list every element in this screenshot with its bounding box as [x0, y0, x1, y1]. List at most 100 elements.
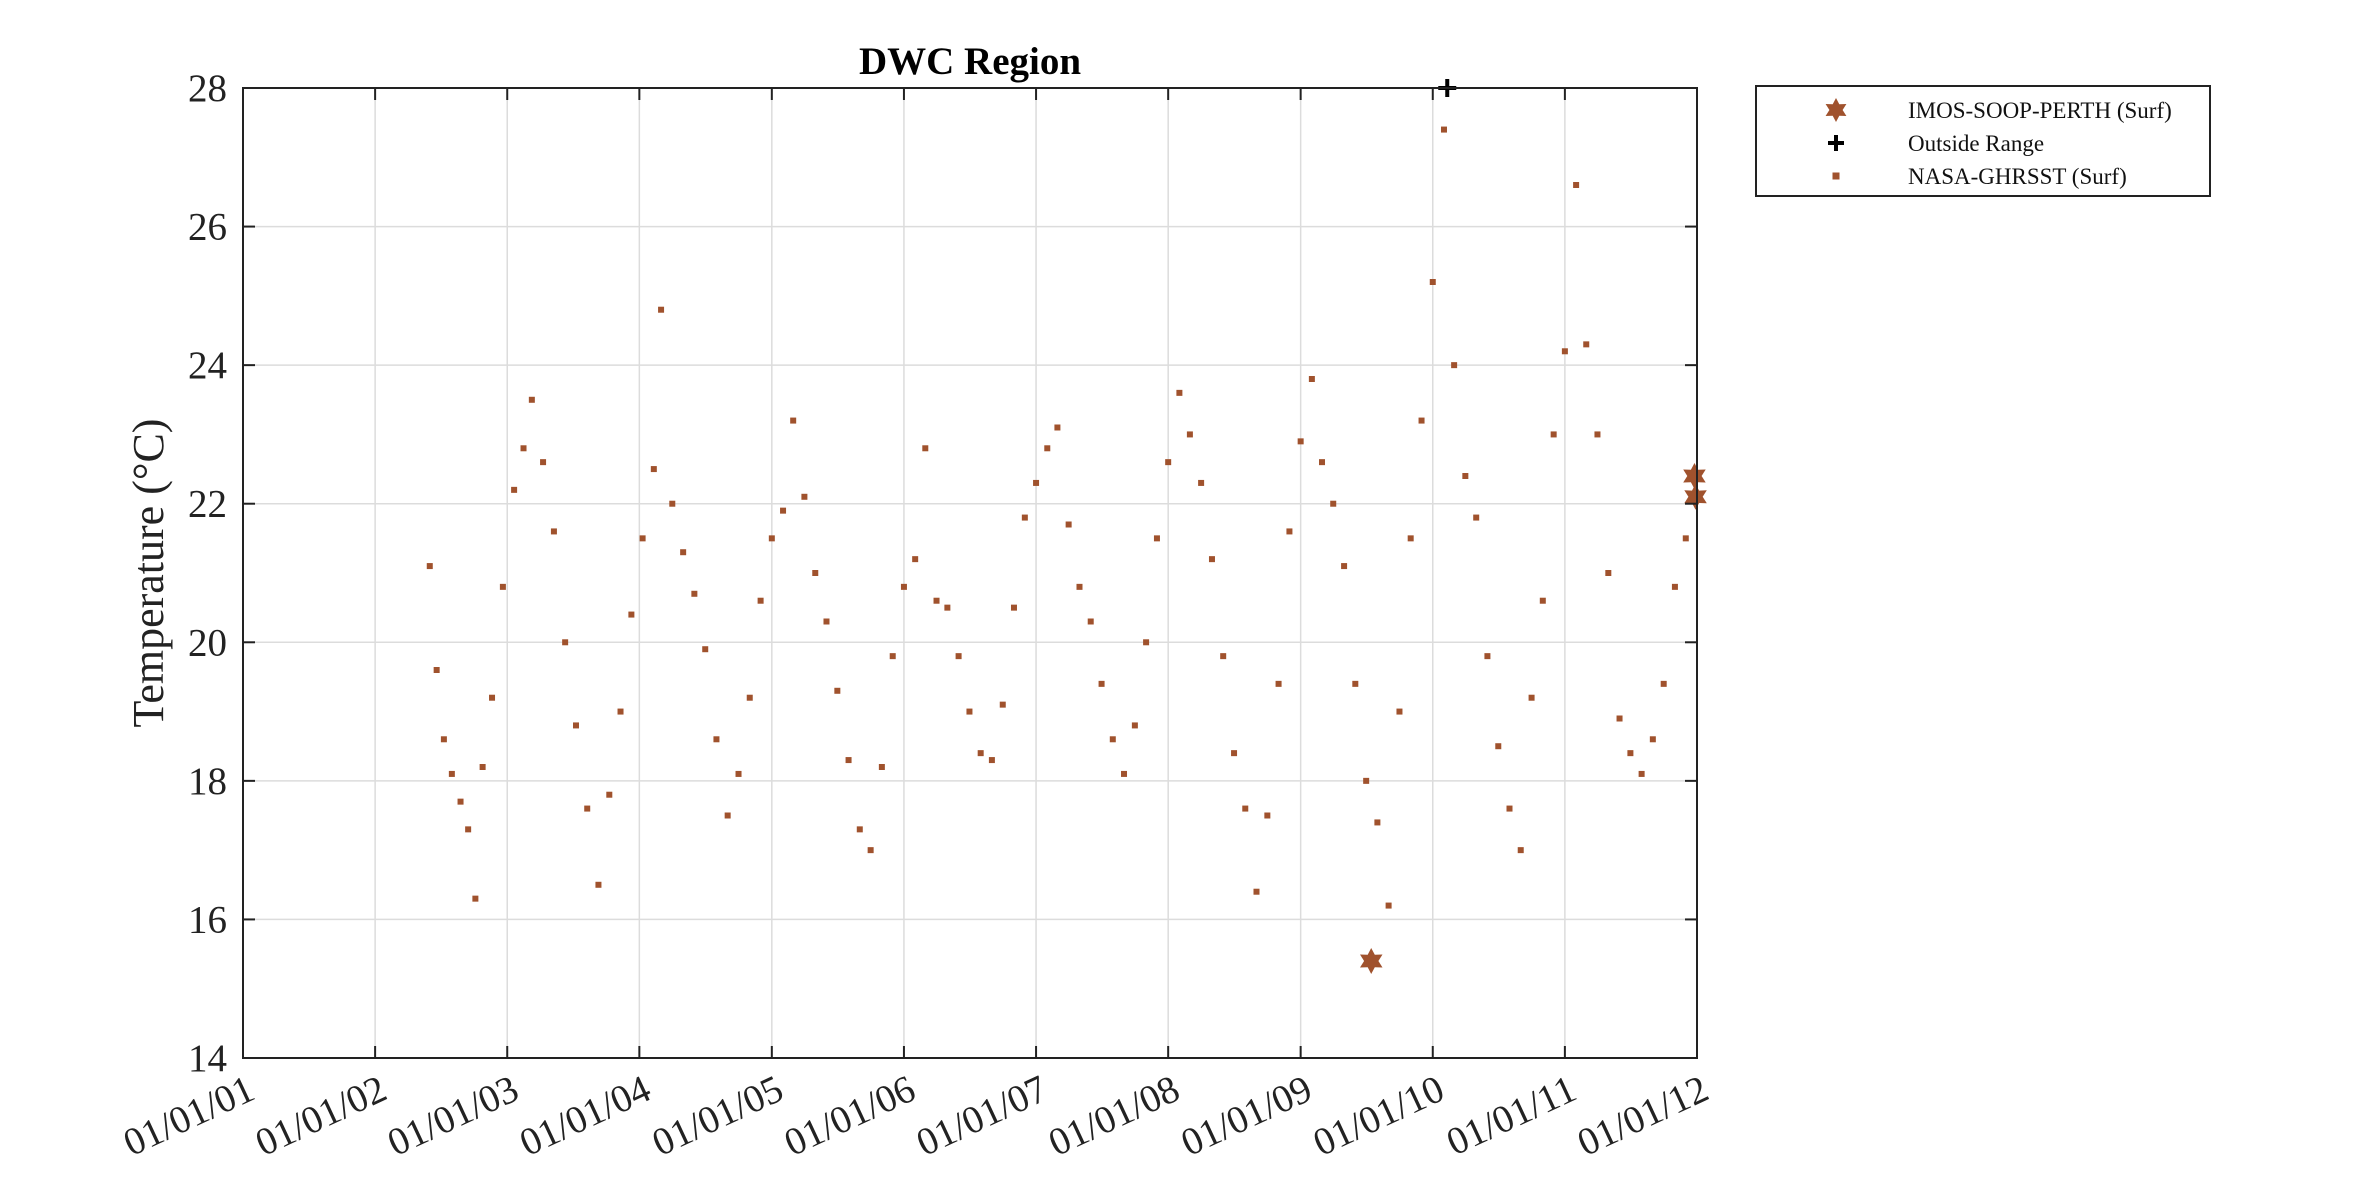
- data-point: [479, 764, 486, 770]
- series-hexagram: [1360, 463, 1707, 974]
- data-point: [900, 583, 907, 590]
- data-point: [790, 417, 797, 424]
- data-point: [1143, 639, 1150, 646]
- x-tick-label: 01/01/09: [1175, 1067, 1319, 1165]
- legend-entry-label: IMOS-SOOP-PERTH (Surf): [1908, 98, 2172, 123]
- data-point: [988, 757, 995, 764]
- data-point: [856, 826, 863, 833]
- data-point: [1208, 556, 1215, 563]
- data-point: [1627, 750, 1634, 757]
- x-tick-label: 01/01/10: [1307, 1067, 1451, 1165]
- data-point: [1360, 948, 1383, 974]
- data-point: [1076, 583, 1083, 590]
- x-tick-label: 01/01/02: [249, 1067, 393, 1165]
- data-point: [628, 611, 635, 618]
- data-point: [1660, 680, 1667, 687]
- data-point: [1065, 521, 1072, 528]
- data-point: [757, 597, 764, 604]
- data-point: [1319, 459, 1326, 466]
- data-point: [1253, 888, 1260, 895]
- data-point: [1198, 479, 1205, 486]
- data-point: [1682, 535, 1689, 542]
- x-tick-label: 01/01/04: [513, 1067, 657, 1165]
- data-point: [1396, 708, 1403, 715]
- data-point: [1153, 535, 1160, 542]
- data-point: [1033, 479, 1040, 486]
- data-point: [702, 646, 709, 653]
- data-point: [499, 583, 506, 590]
- legend-entry-label: Outside Range: [1908, 131, 2044, 156]
- x-tick-label: 01/01/01: [117, 1067, 261, 1165]
- data-point: [735, 770, 742, 777]
- data-point: [472, 895, 479, 902]
- data-point: [922, 445, 929, 452]
- data-point: [889, 653, 896, 660]
- data-point: [1649, 736, 1656, 743]
- y-tick-label: 14: [188, 1037, 227, 1080]
- data-point: [1176, 389, 1183, 396]
- data-point: [1087, 618, 1094, 625]
- data-point: [1121, 770, 1128, 777]
- data-point: [1109, 736, 1116, 743]
- y-tick-label: 22: [188, 483, 227, 526]
- data-point: [823, 618, 830, 625]
- data-point: [933, 597, 940, 604]
- x-tick-label: 01/01/12: [1571, 1067, 1715, 1165]
- y-tick-label: 20: [188, 621, 227, 664]
- data-point: [1308, 376, 1315, 382]
- data-point: [834, 687, 841, 694]
- data-point: [1638, 770, 1645, 777]
- y-tick-label: 28: [188, 67, 227, 110]
- data-point: [812, 570, 819, 576]
- data-point: [1363, 777, 1370, 784]
- data-point: [433, 667, 440, 673]
- data-point: [746, 694, 753, 701]
- data-points: [426, 79, 1707, 974]
- data-point: [1451, 362, 1458, 369]
- y-tick-label: 24: [188, 344, 227, 387]
- data-point: [944, 604, 951, 611]
- data-point: [1684, 483, 1707, 510]
- data-point: [440, 736, 447, 743]
- data-point: [1165, 459, 1172, 466]
- plot-area-border: [242, 87, 1698, 1059]
- data-point: [780, 507, 787, 514]
- data-point: [1264, 812, 1271, 819]
- data-point: [878, 764, 885, 770]
- data-point: [680, 549, 687, 556]
- data-point: [520, 445, 527, 452]
- data-point: [999, 701, 1006, 708]
- data-point: [1671, 583, 1678, 590]
- data-point: [489, 694, 496, 701]
- data-point: [1473, 514, 1480, 521]
- data-point: [511, 486, 518, 493]
- data-point: [584, 805, 591, 812]
- data-point: [562, 639, 569, 646]
- data-point: [650, 466, 657, 473]
- data-point: [1341, 563, 1348, 570]
- x-tick-label: 01/01/05: [646, 1067, 790, 1165]
- x-tick-label: 01/01/11: [1440, 1067, 1583, 1164]
- data-point: [691, 590, 698, 597]
- data-point: [1539, 597, 1546, 604]
- legend-entry-label: NASA-GHRSST (Surf): [1908, 164, 2127, 189]
- data-point: [1506, 805, 1513, 812]
- data-point: [1462, 473, 1469, 479]
- data-point: [457, 798, 464, 805]
- data-point: [1275, 680, 1282, 687]
- data-point: [966, 708, 973, 715]
- data-point: [1242, 805, 1249, 812]
- data-point: [606, 791, 613, 798]
- legend-marker-hexagram: [1825, 98, 1847, 122]
- data-point: [1385, 902, 1392, 909]
- data-point: [713, 736, 720, 743]
- legend[interactable]: IMOS-SOOP-PERTH (Surf) Outside Range NASA-…: [1755, 85, 2211, 197]
- data-point: [1131, 722, 1138, 729]
- data-point: [1186, 431, 1193, 438]
- data-point: [573, 722, 580, 729]
- data-point: [1495, 743, 1502, 750]
- data-point: [867, 847, 874, 854]
- data-point: [550, 528, 557, 535]
- data-point: [1286, 528, 1293, 535]
